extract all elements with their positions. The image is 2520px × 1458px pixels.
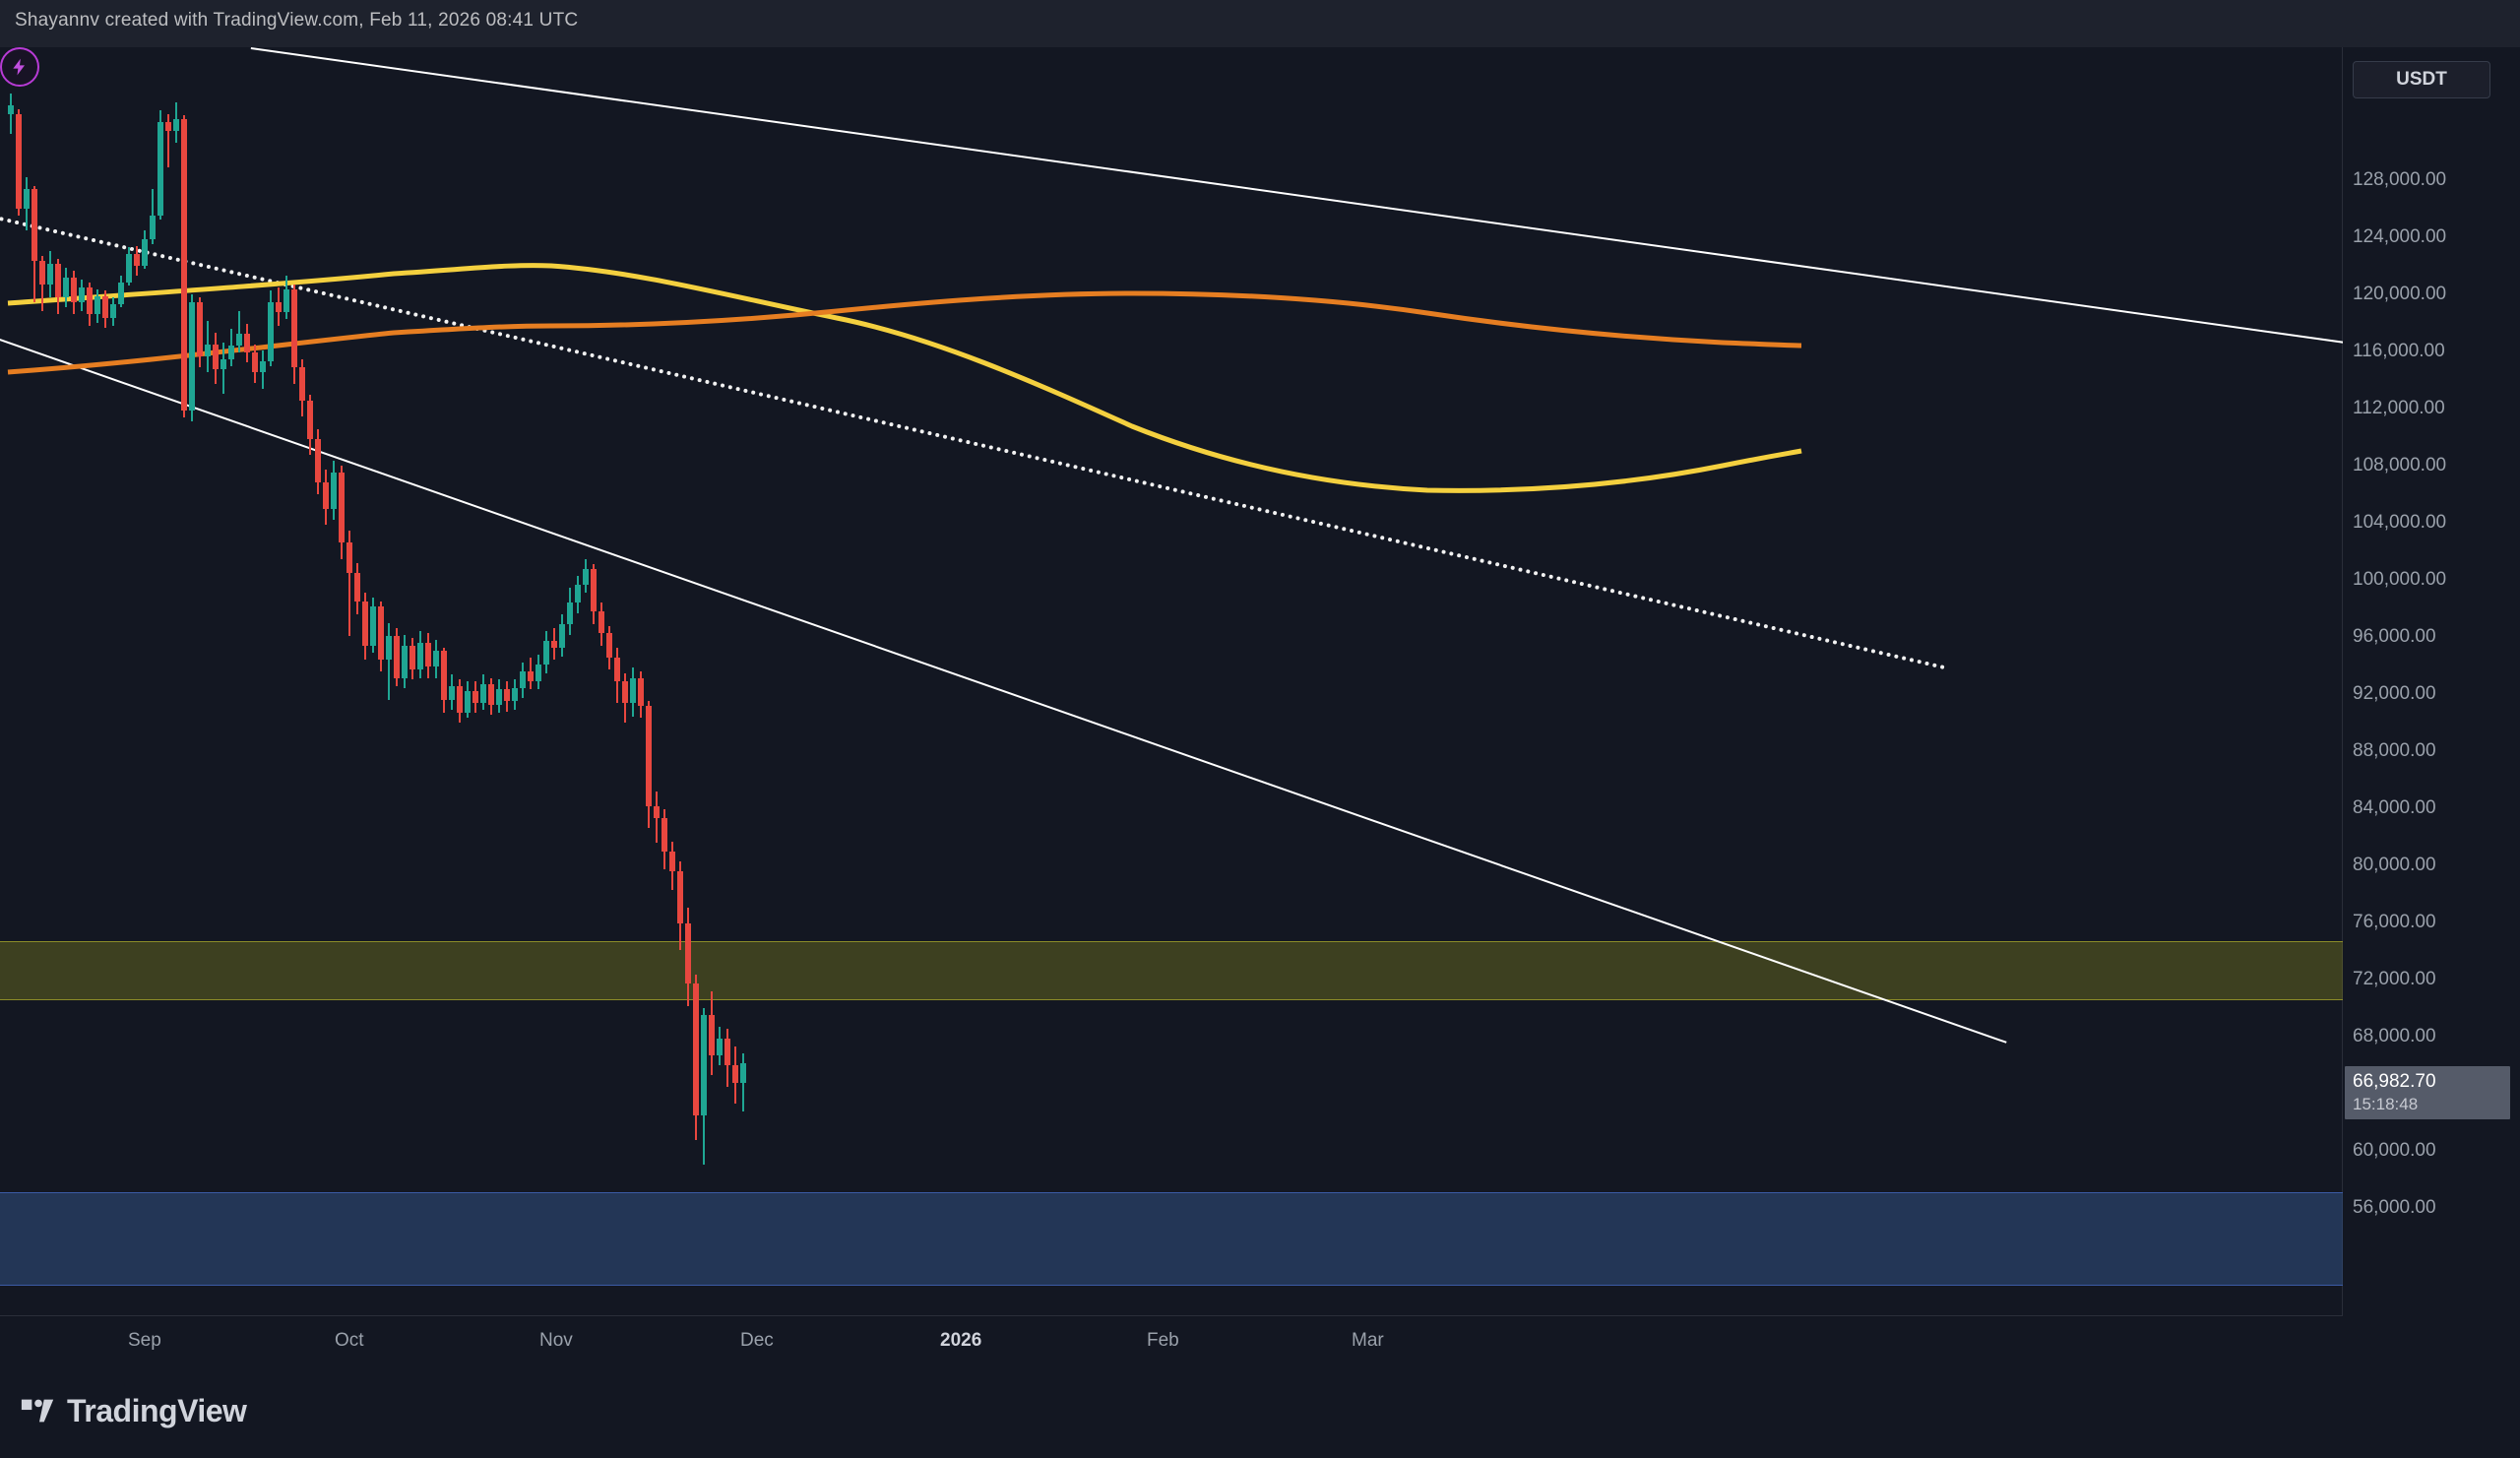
price-axis-label: 108,000.00: [2353, 455, 2446, 476]
price-axis-label: 116,000.00: [2353, 341, 2445, 362]
time-axis-label: Sep: [128, 1330, 161, 1352]
footer-strip: TradingView: [0, 1364, 2520, 1458]
bottom-time-axis[interactable]: Sep Oct Nov Dec 2026 Feb Mar: [0, 1315, 2343, 1364]
price-axis-label: 80,000.00: [2353, 855, 2436, 876]
price-axis-label: 100,000.00: [2353, 569, 2446, 591]
price-axis-label: 72,000.00: [2353, 969, 2436, 990]
time-axis-label: Mar: [1352, 1330, 1384, 1352]
time-axis-label: 2026: [940, 1330, 981, 1352]
price-axis-label: 124,000.00: [2353, 226, 2446, 248]
chart-root: Shayannv created with TradingView.com, F…: [0, 0, 2520, 1458]
last-price-value: 66,982.70: [2353, 1070, 2502, 1093]
price-axis-label: 56,000.00: [2353, 1197, 2436, 1219]
price-axis-label: 96,000.00: [2353, 626, 2436, 648]
tradingview-logo[interactable]: TradingView: [20, 1392, 246, 1429]
time-axis-label: Dec: [740, 1330, 774, 1352]
price-axis-label: 68,000.00: [2353, 1026, 2436, 1047]
candlestick-series[interactable]: [0, 47, 1998, 1315]
price-axis-label: 76,000.00: [2353, 912, 2436, 933]
price-axis-label: 92,000.00: [2353, 683, 2436, 705]
alert-lightning-icon[interactable]: [0, 47, 39, 87]
time-axis-label: Feb: [1147, 1330, 1179, 1352]
price-axis[interactable]: USDT 128,000.00 124,000.00 120,000.00 116,0…: [2343, 47, 2520, 1315]
top-bar: Shayannv created with TradingView.com, F…: [0, 0, 2520, 47]
price-axis-label: 60,000.00: [2353, 1140, 2436, 1162]
watermark-text: Shayannv created with TradingView.com, F…: [15, 10, 578, 32]
plot-area[interactable]: [0, 47, 2343, 1315]
price-axis-label: 88,000.00: [2353, 740, 2436, 762]
price-axis-label: 104,000.00: [2353, 512, 2446, 534]
tradingview-logo-icon: [20, 1392, 57, 1429]
last-price-time: 15:18:48: [2353, 1093, 2502, 1115]
time-axis-label: Oct: [335, 1330, 364, 1352]
last-price-tooltip[interactable]: 66,982.70 15:18:48: [2345, 1066, 2510, 1119]
price-axis-label: 128,000.00: [2353, 169, 2446, 191]
price-axis-label: 84,000.00: [2353, 797, 2436, 819]
symbol-currency-badge[interactable]: USDT: [2353, 61, 2490, 98]
time-axis-label: Nov: [539, 1330, 573, 1352]
lightning-icon: [10, 57, 30, 77]
tradingview-logo-text: TradingView: [67, 1393, 246, 1429]
price-axis-label: 112,000.00: [2353, 398, 2445, 419]
price-axis-label: 120,000.00: [2353, 284, 2446, 305]
